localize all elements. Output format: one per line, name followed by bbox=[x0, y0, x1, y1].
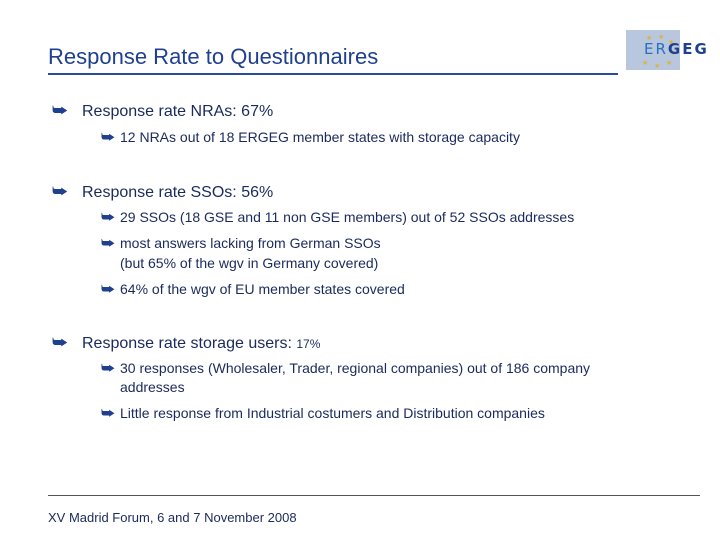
footer-text: XV Madrid Forum, 6 and 7 November 2008 bbox=[48, 510, 297, 525]
logo-background bbox=[626, 30, 680, 70]
curved-arrow-icon: ⮩ bbox=[101, 235, 115, 252]
curved-arrow-icon: ⮩ bbox=[52, 101, 68, 120]
curved-arrow-icon: ⮩ bbox=[101, 129, 115, 146]
title-underline bbox=[48, 73, 618, 75]
sub-bullet-german-ssos: ⮩ most answers lacking from German SSOs bbox=[101, 235, 381, 252]
ergeg-logo: ★ ★ ★ ★ ★ ★ ★ ERGEG bbox=[626, 30, 720, 70]
sub-bullet-nra-count: ⮩ 12 NRAs out of 18 ERGEG member states w… bbox=[101, 129, 520, 146]
eu-star-icon: ★ bbox=[646, 35, 653, 42]
curved-arrow-icon: ⮩ bbox=[101, 281, 115, 298]
curved-arrow-icon: ⮩ bbox=[101, 360, 115, 377]
curved-arrow-icon: ⮩ bbox=[101, 209, 115, 226]
footer-divider bbox=[48, 495, 700, 496]
bullet-nra-rate: ⮩ Response rate NRAs: 67% bbox=[52, 101, 274, 120]
eu-star-icon: ★ bbox=[668, 39, 675, 46]
eu-star-icon: ★ bbox=[658, 34, 665, 41]
eu-star-icon: ★ bbox=[666, 60, 673, 67]
curved-arrow-icon: ⮩ bbox=[52, 182, 68, 201]
curved-arrow-icon: ⮩ bbox=[101, 405, 115, 422]
sub-bullet-german-ssos-continued: (but 65% of the wgv in Germany covered) bbox=[120, 255, 379, 271]
sub-bullet-industrial-response: ⮩ Little response from Industrial costume… bbox=[101, 405, 545, 422]
logo-wordmark: ERGEG bbox=[644, 40, 709, 58]
eu-star-icon: ★ bbox=[642, 60, 649, 67]
bullet-storage-users-rate: ⮩ Response rate storage users: 17% bbox=[52, 333, 321, 352]
slide-title: Response Rate to Questionnaires bbox=[48, 44, 379, 69]
eu-star-icon: ★ bbox=[670, 50, 677, 57]
eu-star-icon: ★ bbox=[654, 63, 661, 70]
curved-arrow-icon: ⮩ bbox=[52, 333, 68, 352]
bullet-sso-rate: ⮩ Response rate SSOs: 56% bbox=[52, 182, 274, 201]
sub-bullet-sso-count: ⮩ 29 SSOs (18 GSE and 11 non GSE members)… bbox=[101, 209, 575, 226]
sub-bullet-responses-count-continued: addresses bbox=[120, 379, 185, 395]
sub-bullet-eu-wgv: ⮩ 64% of the wgv of EU member states cove… bbox=[101, 281, 405, 298]
sub-bullet-responses-count: ⮩ 30 responses (Wholesaler, Trader, regio… bbox=[101, 360, 591, 377]
